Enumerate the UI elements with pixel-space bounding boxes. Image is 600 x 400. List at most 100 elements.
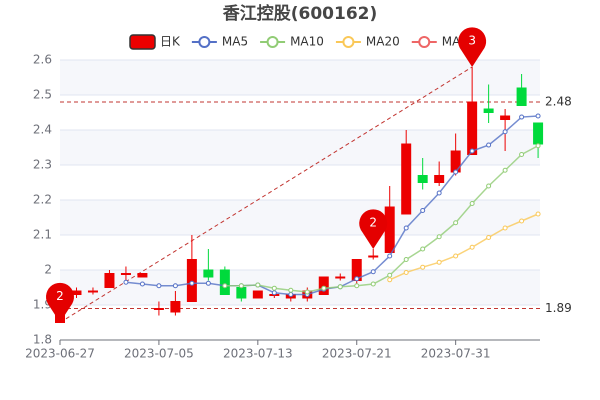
x-tick-label: 2023-07-31 bbox=[421, 347, 491, 361]
candle-body bbox=[219, 269, 230, 295]
ma-point bbox=[387, 277, 393, 283]
candle-body bbox=[483, 108, 494, 113]
candle-body bbox=[87, 290, 98, 293]
grid-band bbox=[60, 200, 540, 235]
pin-label: 2 bbox=[56, 289, 64, 303]
candle-body bbox=[203, 269, 214, 278]
ma-point bbox=[469, 201, 475, 206]
candle-body bbox=[533, 122, 544, 145]
candle-body bbox=[401, 143, 412, 215]
candle-body bbox=[368, 255, 379, 258]
ma-line bbox=[389, 213, 539, 281]
ma-point bbox=[271, 285, 277, 291]
y-tick-label: 2.4 bbox=[33, 123, 52, 137]
x-tick-label: 2023-07-21 bbox=[322, 347, 392, 361]
candle-body bbox=[252, 290, 263, 299]
ma-point bbox=[420, 246, 426, 252]
pin-label: 2 bbox=[369, 216, 377, 230]
x-tick-label: 2023-06-27 bbox=[25, 347, 95, 361]
y-tick-label: 1.8 bbox=[33, 333, 52, 347]
ma-point bbox=[535, 211, 541, 217]
ma-point bbox=[403, 257, 409, 262]
candle-body bbox=[500, 115, 511, 120]
ma-point bbox=[535, 113, 541, 119]
ma-point bbox=[304, 289, 310, 295]
legend-label: MA20 bbox=[366, 35, 400, 49]
ma-point bbox=[205, 280, 211, 286]
x-tick-label: 2023-07-05 bbox=[124, 347, 194, 361]
legend-label: MA5 bbox=[222, 35, 248, 49]
ma-point bbox=[370, 281, 376, 287]
y-tick-label: 2.2 bbox=[33, 193, 52, 207]
ma-point bbox=[535, 143, 541, 149]
ma-point bbox=[436, 234, 442, 240]
candle-body bbox=[170, 301, 181, 313]
ma-point bbox=[139, 281, 145, 287]
candle-body bbox=[120, 273, 131, 275]
ma-point bbox=[486, 142, 492, 148]
ma-point bbox=[387, 272, 393, 278]
ma-point bbox=[271, 290, 277, 296]
candle-body bbox=[417, 175, 428, 183]
pin bbox=[458, 27, 487, 67]
ma-point bbox=[502, 129, 508, 135]
ma-point bbox=[486, 183, 492, 189]
candle-body bbox=[516, 87, 527, 106]
ma-point bbox=[222, 283, 228, 289]
y-tick-label: 2.6 bbox=[33, 53, 52, 67]
ma-point bbox=[519, 218, 525, 224]
ma-point bbox=[453, 169, 459, 175]
ma-point bbox=[519, 114, 525, 120]
ma-point bbox=[519, 152, 525, 157]
y-tick-label: 2.1 bbox=[33, 228, 52, 242]
legend-label: 日K bbox=[160, 35, 181, 49]
candle-body bbox=[434, 175, 445, 183]
candle-body bbox=[104, 273, 115, 288]
pin bbox=[359, 209, 388, 249]
ma-point bbox=[502, 225, 508, 231]
ma-point bbox=[453, 220, 459, 226]
ma-point bbox=[486, 234, 492, 240]
mark-line-label: 1.89 bbox=[545, 301, 572, 315]
ma-point bbox=[420, 264, 426, 270]
legend-label: MA10 bbox=[290, 35, 324, 49]
legend-swatch bbox=[129, 34, 156, 50]
y-tick-label: 2.3 bbox=[33, 158, 52, 172]
ma-point bbox=[453, 253, 459, 259]
ma-point bbox=[354, 276, 360, 282]
ma-point bbox=[156, 283, 162, 289]
ma-point bbox=[403, 225, 409, 231]
candle-body bbox=[236, 287, 247, 299]
ma-point bbox=[436, 190, 442, 196]
grid-band bbox=[60, 270, 540, 305]
ma-point bbox=[288, 287, 294, 293]
ma-point bbox=[403, 269, 409, 275]
legend-swatch bbox=[418, 36, 431, 48]
ma-point bbox=[469, 148, 475, 154]
y-tick-label: 2.5 bbox=[33, 88, 52, 102]
trend-line bbox=[59, 66, 473, 323]
ma-point bbox=[436, 259, 442, 265]
ma-point bbox=[238, 283, 244, 289]
ma-point bbox=[502, 167, 508, 173]
candle-body bbox=[335, 276, 346, 279]
x-tick-label: 2023-07-13 bbox=[223, 347, 293, 361]
ma-point bbox=[288, 292, 294, 297]
ma-point bbox=[354, 283, 360, 289]
ma-point bbox=[387, 253, 393, 259]
y-tick-label: 2 bbox=[44, 263, 52, 277]
grid-band bbox=[60, 60, 540, 95]
chart-title: 香江控股(600162) bbox=[223, 3, 378, 24]
pin-label: 3 bbox=[468, 34, 476, 48]
candle-body bbox=[186, 259, 197, 302]
mark-line-label: 2.48 bbox=[545, 95, 572, 109]
legend-swatch bbox=[198, 36, 211, 48]
ma-point bbox=[370, 269, 376, 275]
candle-body bbox=[467, 101, 478, 155]
ma-point bbox=[469, 244, 475, 250]
ma-point bbox=[189, 280, 195, 286]
ma-point bbox=[123, 279, 129, 285]
ma-point bbox=[337, 284, 343, 290]
pin bbox=[46, 282, 74, 323]
